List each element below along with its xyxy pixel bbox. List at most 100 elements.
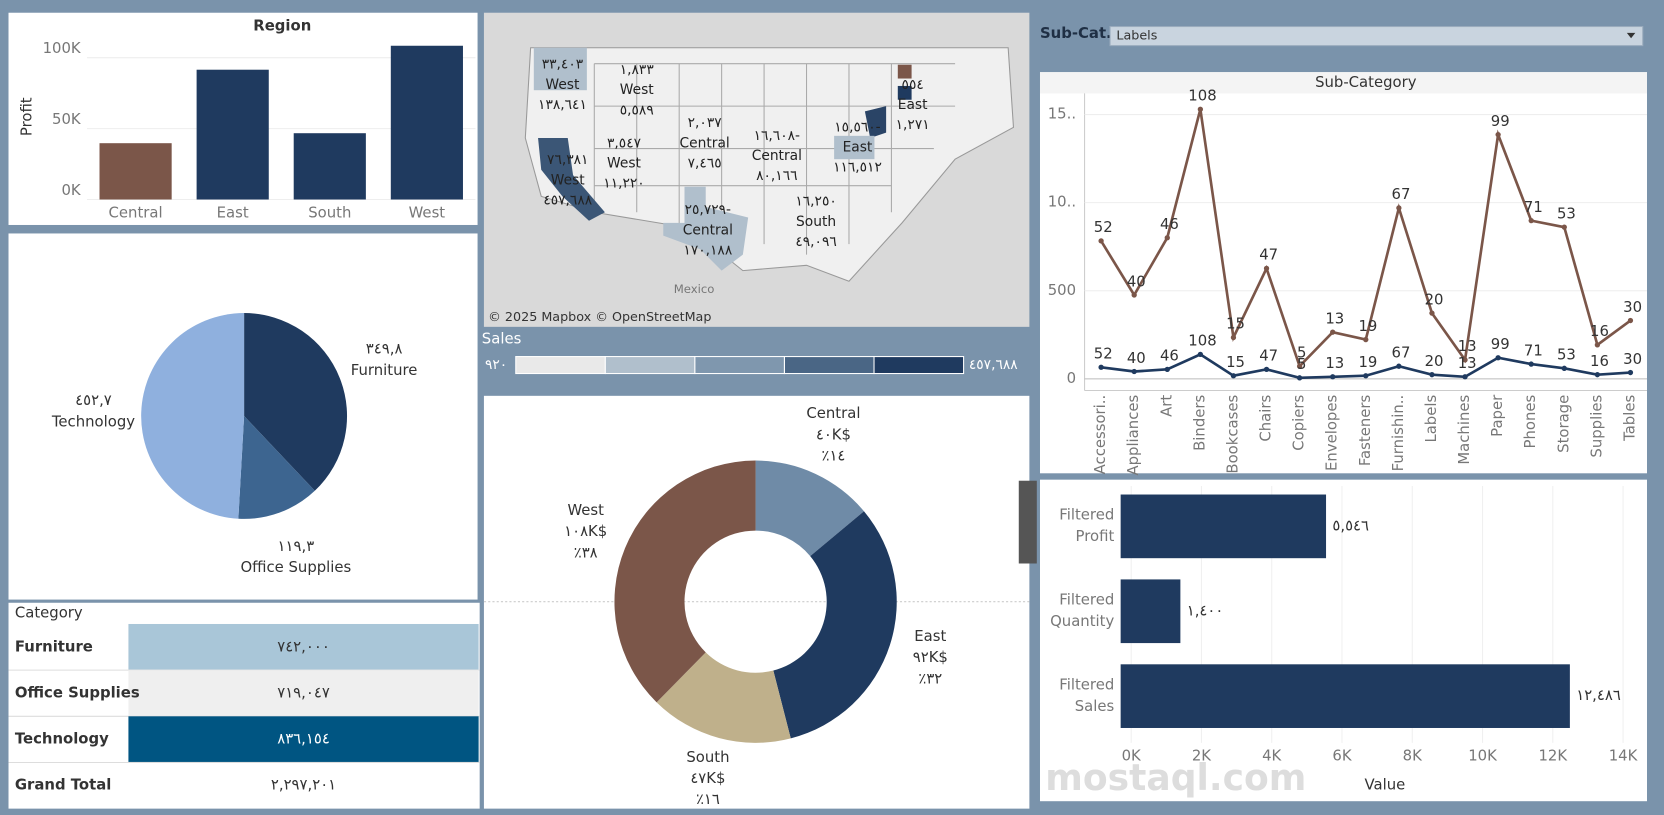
slice xyxy=(656,652,791,743)
y-axis-label: Profit xyxy=(18,97,36,136)
point xyxy=(1429,372,1435,378)
point xyxy=(1396,205,1402,211)
point xyxy=(1627,369,1634,376)
point-label: 16 xyxy=(1590,322,1609,340)
map-label: East xyxy=(843,140,873,156)
slice xyxy=(755,460,864,557)
x-tick-label: Labels xyxy=(1422,395,1440,443)
x-tick-label: Art xyxy=(1157,395,1175,417)
x-tick-label: South xyxy=(308,203,351,221)
row-label: Grand Total xyxy=(15,775,111,793)
x-tick-label: East xyxy=(217,203,249,221)
map-label: East xyxy=(898,97,928,113)
point xyxy=(1263,265,1270,272)
dropdown-arrow[interactable] xyxy=(1626,32,1636,39)
point xyxy=(1594,372,1601,378)
map-label: ٥,٥٨٩ xyxy=(620,102,654,118)
point-label: 47 xyxy=(1259,347,1278,365)
slice xyxy=(238,415,315,519)
map-label: Central xyxy=(683,222,733,238)
y-tick-label: 100K xyxy=(43,39,82,57)
x-tick-label: Appliances xyxy=(1124,395,1142,476)
map-label: ٧,٤٦٥ xyxy=(688,155,722,171)
value-label: ٣٤٩,٨ xyxy=(366,340,403,358)
map-label: ٣,٥٤٧ xyxy=(607,135,641,151)
slice-label: West xyxy=(567,501,604,519)
y-tick-label: Filtered xyxy=(1059,676,1114,694)
x-tick-label: 10K xyxy=(1468,747,1498,765)
cell-value: ٧٤٢,٠٠٠ xyxy=(277,637,330,655)
x-tick-label: 8K xyxy=(1403,747,1423,765)
x-tick-label: Chairs xyxy=(1257,395,1275,442)
x-tick-label: 12K xyxy=(1538,747,1568,765)
point-label: 20 xyxy=(1425,290,1444,308)
point xyxy=(1363,336,1369,343)
y-tick-label: Sales xyxy=(1075,697,1115,715)
map-marker xyxy=(897,64,912,79)
point-label: 40 xyxy=(1127,272,1146,290)
state-shade xyxy=(834,135,875,160)
point xyxy=(1296,363,1303,369)
x-tick-label: Furnishin.. xyxy=(1389,395,1407,472)
point-label: 15 xyxy=(1226,315,1245,333)
panel xyxy=(1039,72,1647,474)
filter-value[interactable]: Labels xyxy=(1116,29,1157,44)
point xyxy=(1396,363,1402,369)
bar xyxy=(99,143,172,200)
legend-swatch xyxy=(783,356,875,375)
map-label: West xyxy=(546,77,580,93)
map-marker xyxy=(897,85,912,100)
map-label: ٧٦,٣٨١ xyxy=(547,152,588,168)
filter-dropdown[interactable] xyxy=(1109,25,1644,47)
map-label: ٢,٠٣٧ xyxy=(688,115,722,131)
point xyxy=(1230,373,1237,379)
point-label: 67 xyxy=(1392,185,1411,203)
point-label: 52 xyxy=(1094,218,1113,236)
row-label: Furniture xyxy=(15,637,93,655)
map-label: ٤٩,٠٩٦ xyxy=(795,234,836,250)
chart-title: Sub-Category xyxy=(1315,73,1417,91)
x-tick-label: Fasteners xyxy=(1356,395,1374,467)
cell-value: ٢,٢٩٧,٢٠١ xyxy=(271,775,336,793)
value-label: ٤٠K$ xyxy=(816,425,851,443)
slice-label: Technology xyxy=(51,412,135,430)
point xyxy=(1462,374,1468,380)
state-shade xyxy=(864,106,887,138)
point-label: 108 xyxy=(1188,87,1216,105)
x-tick-label: 2K xyxy=(1192,747,1212,765)
point-label: 13 xyxy=(1325,354,1344,372)
point-label: 99 xyxy=(1491,112,1510,130)
x-tick-label: Supplies xyxy=(1587,395,1605,458)
map-attribution: © 2025 Mapbox © OpenStreetMap xyxy=(488,310,711,325)
map-label: Central xyxy=(752,148,802,164)
map-label: ١١,٢٢٠ xyxy=(603,176,644,192)
table-cell xyxy=(128,670,479,716)
y-tick-label: Filtered xyxy=(1059,506,1114,524)
point-label: 13 xyxy=(1458,354,1477,372)
x-tick-label: Phones xyxy=(1521,395,1539,449)
bar xyxy=(196,69,269,200)
point xyxy=(1561,365,1567,371)
legend-max: ٤٥٧,٦٨٨ xyxy=(969,357,1018,373)
x-tick-label: Bookcases xyxy=(1223,395,1241,474)
x-tick-label: Storage xyxy=(1554,395,1572,453)
toolbar[interactable] xyxy=(1018,480,1037,564)
state-shade xyxy=(538,137,605,221)
point xyxy=(1495,355,1501,361)
percent-label: ٪١٤ xyxy=(821,447,845,465)
map-label: ١٧٠,١٨٨ xyxy=(683,242,732,258)
map-label: West xyxy=(620,82,654,98)
point-label: 20 xyxy=(1425,352,1444,370)
point-label: 15 xyxy=(1226,353,1245,371)
point xyxy=(1131,292,1137,298)
slice xyxy=(614,460,756,703)
point-label: 46 xyxy=(1160,215,1179,233)
map-label: ٢٥,٧٢٩- xyxy=(685,202,731,218)
x-tick-label: 4K xyxy=(1262,747,1282,765)
point xyxy=(1561,224,1567,230)
value-label: ١,٤٠٠ xyxy=(1187,601,1224,619)
point-label: 67 xyxy=(1392,343,1411,361)
map-label: ٨٠,١٦٦ xyxy=(756,168,797,184)
map-label: ١,٢٧١ xyxy=(896,117,930,133)
